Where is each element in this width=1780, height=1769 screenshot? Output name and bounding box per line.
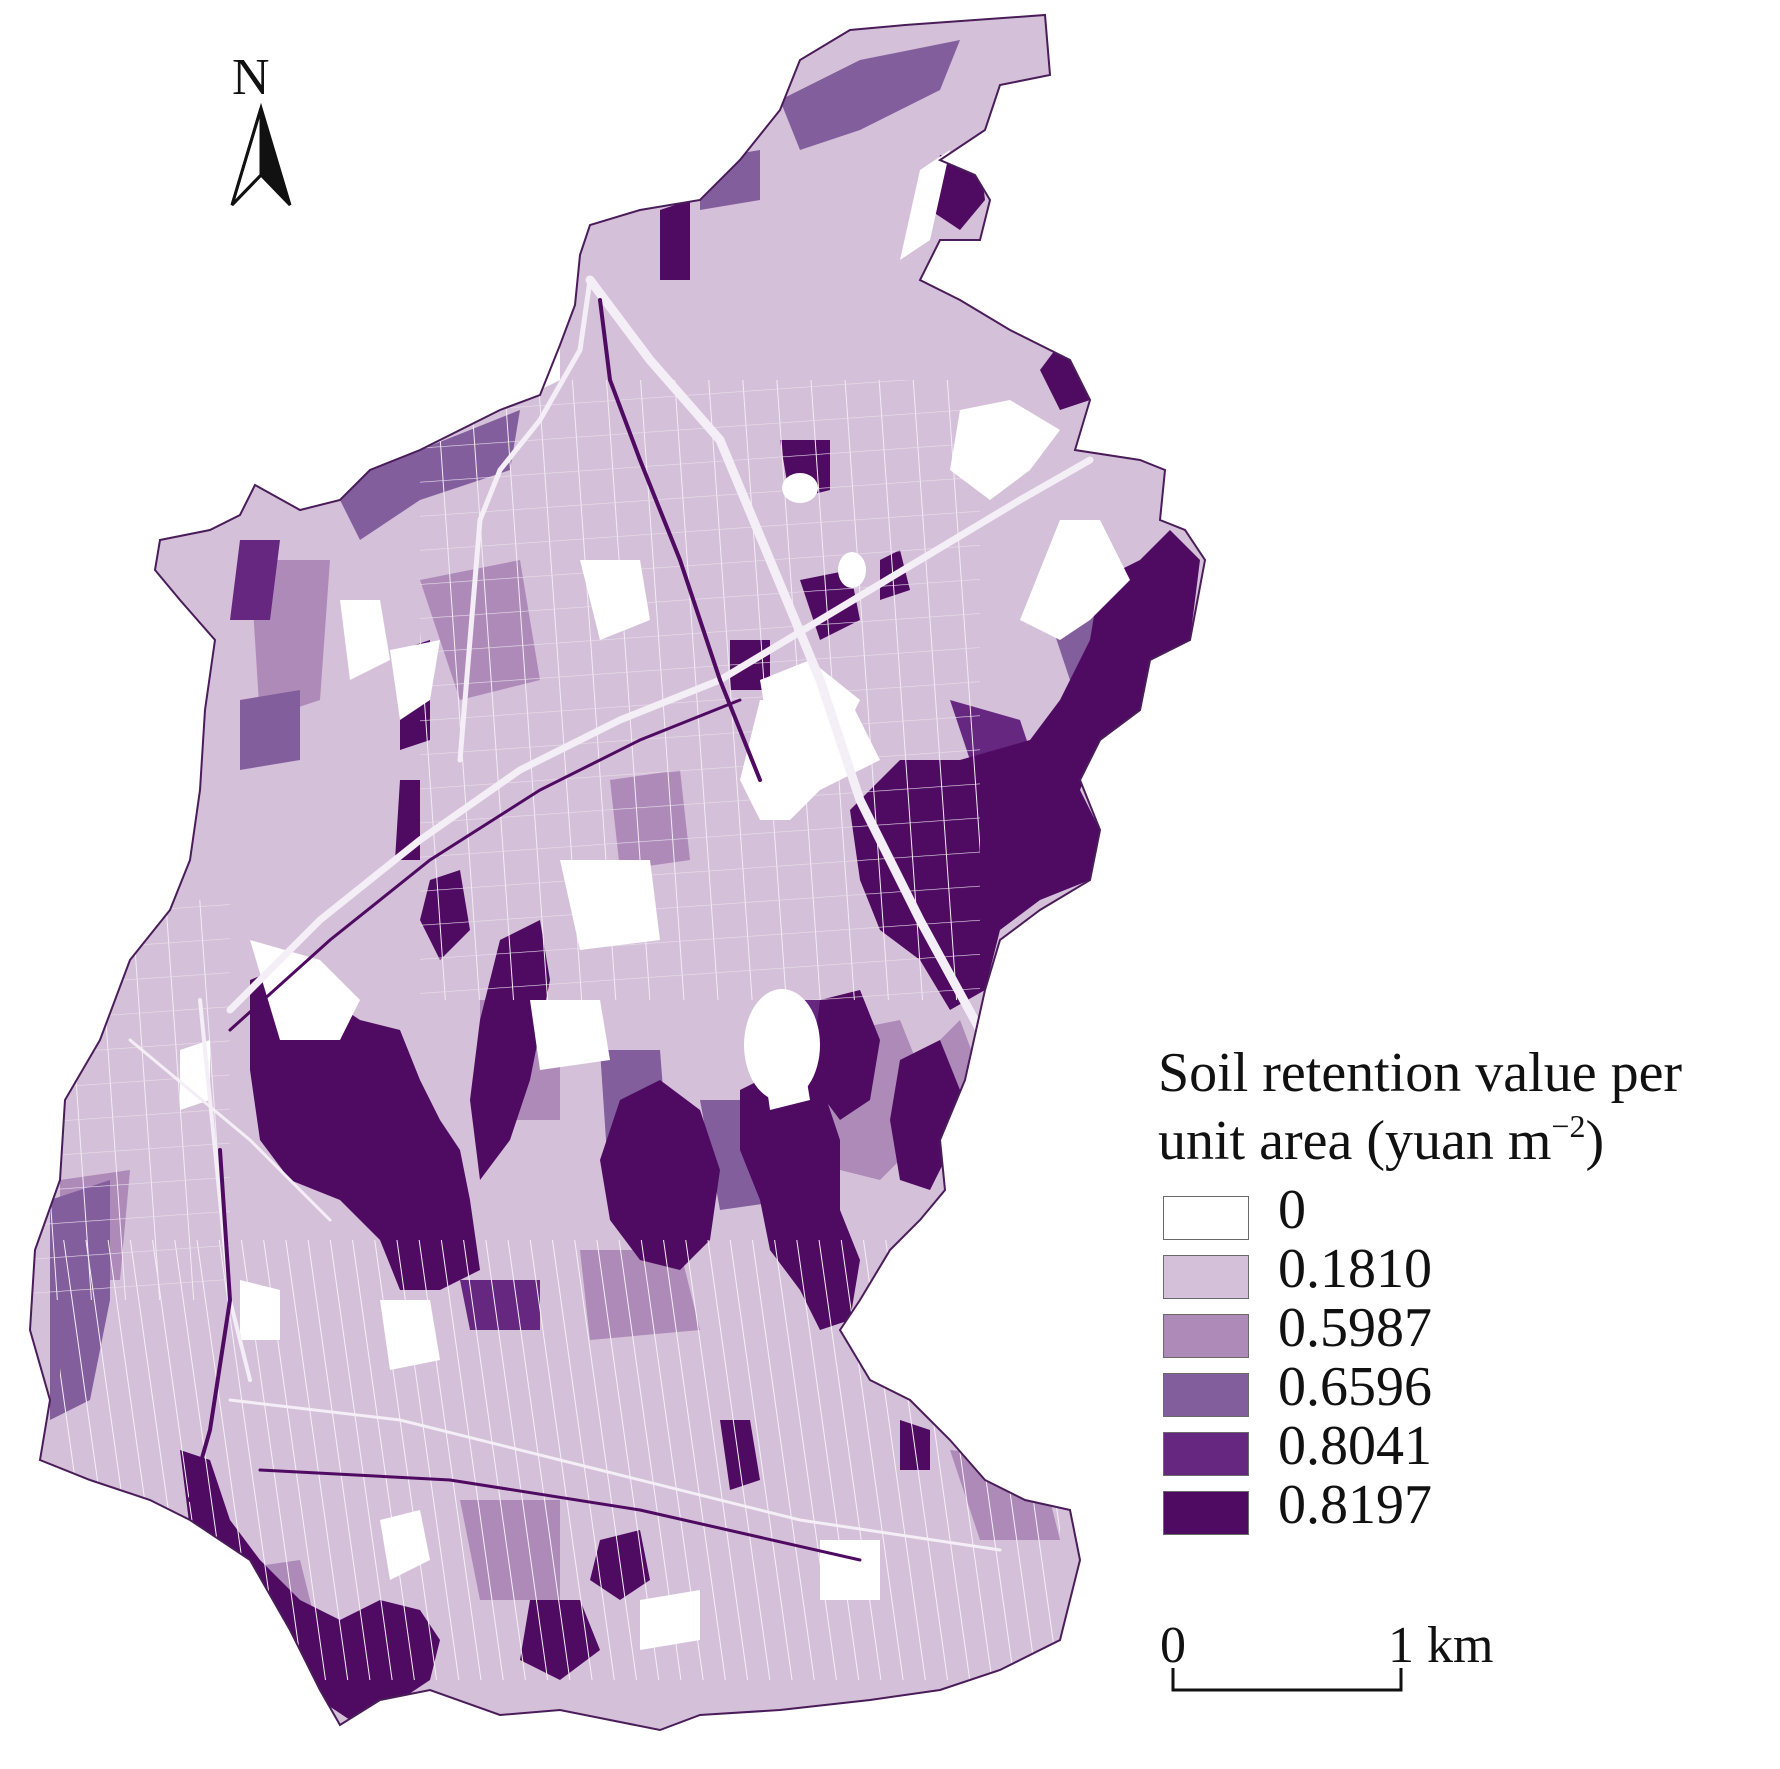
legend-label: 0.5987 (1278, 1297, 1432, 1359)
legend-title-exponent: −2 (1551, 1108, 1586, 1145)
scale-bar-start-label: 0 (1160, 1617, 1186, 1674)
legend-swatch (1163, 1373, 1249, 1417)
legend-label: 0 (1278, 1179, 1306, 1241)
legend-swatch (1163, 1196, 1249, 1240)
legend-title: Soil retention value per unit area (yuan… (1158, 1040, 1682, 1175)
lake (744, 989, 820, 1101)
legend-swatch (1163, 1314, 1249, 1358)
legend-title-close: ) (1585, 1110, 1605, 1173)
legend-label: 0.8197 (1278, 1474, 1432, 1536)
legend-title-line1: Soil retention value per (1158, 1042, 1683, 1104)
legend-swatch (1163, 1432, 1249, 1476)
pond (838, 552, 866, 588)
legend-title-line2: unit area (yuan m−2) (1158, 1107, 1682, 1175)
north-arrow (230, 102, 292, 207)
legend-label: 0.6596 (1278, 1356, 1432, 1418)
scale-bar-end-label: 1 km (1388, 1617, 1494, 1674)
road-network-dark (188, 298, 862, 1562)
pond (782, 473, 818, 503)
scale-bar (1171, 1668, 1403, 1692)
legend-title-unit: unit area (yuan m (1158, 1110, 1552, 1173)
legend-label: 0.8041 (1278, 1415, 1432, 1477)
legend-swatch (1163, 1255, 1249, 1299)
legend-swatch (1163, 1491, 1249, 1535)
north-arrow-label: N (232, 49, 270, 106)
road-network (128, 275, 1094, 1552)
legend-label: 0.1810 (1278, 1238, 1432, 1300)
